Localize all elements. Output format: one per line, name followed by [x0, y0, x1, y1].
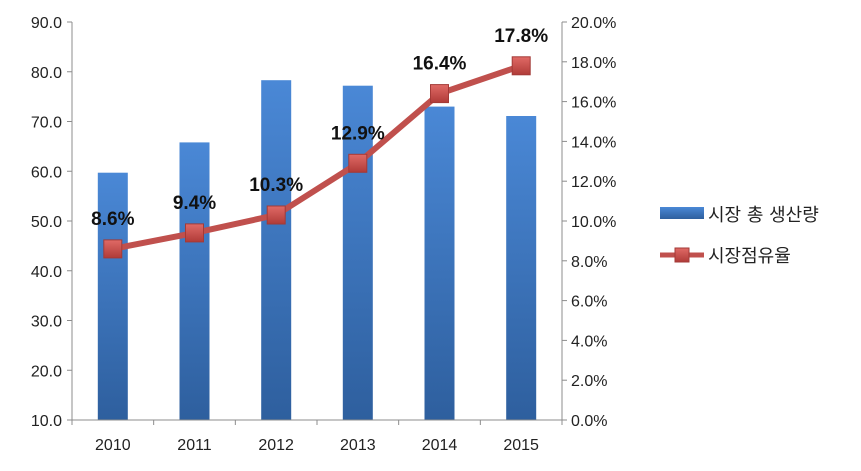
y-right-tick-label: 16.0% [571, 95, 616, 112]
line-point-2014 [430, 84, 449, 104]
data-label: 16.4% [413, 54, 467, 75]
data-labels: 8.6% 9.4% 10.3% 12.9% 16.4% 17.8% [91, 26, 548, 230]
x-tick-label: 2010 [95, 437, 131, 454]
y-right-tick-label: 0.0% [571, 413, 607, 430]
data-label: 12.9% [331, 123, 385, 144]
bar-series [97, 80, 537, 420]
x-tick-label: 2014 [422, 437, 458, 454]
line-point-2010 [103, 239, 123, 259]
y-right-tick-label: 10.0% [571, 214, 616, 231]
data-label: 10.3% [249, 175, 303, 196]
y-left-tick-label: 30.0 [31, 314, 62, 331]
bar-2013 [342, 85, 373, 420]
y-left-tick-label: 40.0 [31, 264, 62, 281]
y-left-tick-label: 10.0 [31, 413, 62, 430]
y-left-tick-label: 50.0 [31, 214, 62, 231]
axes: 10.0 20.0 30.0 40.0 50.0 60.0 70.0 80.0 90.0 0.0%… [31, 15, 617, 454]
y-right-tick-label: 2.0% [571, 373, 607, 390]
y-left-tick-label: 90.0 [31, 15, 62, 32]
y-right-tick-label: 8.0% [571, 254, 607, 271]
line-point-2015 [511, 56, 531, 76]
y-right-tick-label: 18.0% [571, 55, 616, 72]
y-right-tick-label: 4.0% [571, 333, 607, 350]
legend-bar-swatch [660, 207, 704, 219]
bar-2014 [424, 106, 455, 420]
x-tick-label: 2013 [340, 437, 376, 454]
data-label: 9.4% [173, 193, 216, 214]
y-left-tick-label: 60.0 [31, 164, 62, 181]
bar-2015 [506, 116, 537, 420]
x-tick-label: 2011 [177, 437, 212, 454]
line-point-2013 [348, 153, 368, 173]
y-right-tick-label: 6.0% [571, 294, 607, 311]
x-tick-label: 2012 [258, 437, 294, 454]
y-left-tick-label: 70.0 [31, 115, 62, 132]
line-path [109, 62, 525, 252]
legend-label-bar: 시장 총 생산량 [708, 205, 819, 226]
y-right-tick-label: 12.0% [571, 174, 616, 191]
data-label: 17.8% [494, 26, 548, 47]
y-right-tick-label: 14.0% [571, 134, 616, 151]
y-left-tick-label: 80.0 [31, 65, 62, 82]
legend-label-line: 시장점유율 [708, 246, 791, 267]
y-left-tick-label: 20.0 [31, 363, 62, 380]
line-series [103, 56, 531, 259]
y-right-tick-label: 20.0% [571, 15, 616, 32]
line-point-2011 [185, 223, 204, 243]
x-tick-label: 2015 [503, 437, 539, 454]
bar-2010 [97, 172, 128, 420]
bar-2012 [261, 80, 292, 420]
legend-marker-swatch [674, 247, 690, 263]
bar-2011 [179, 142, 210, 420]
data-label: 8.6% [91, 209, 134, 230]
line-point-2012 [266, 205, 286, 225]
